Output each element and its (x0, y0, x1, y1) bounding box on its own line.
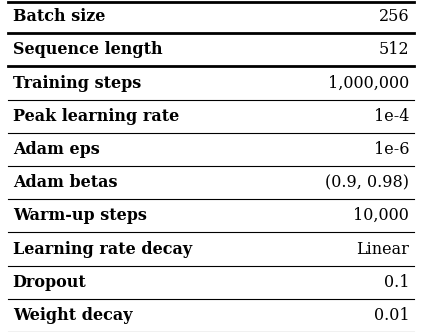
Text: Sequence length: Sequence length (13, 41, 162, 58)
Text: 1,000,000: 1,000,000 (328, 74, 409, 92)
Text: Batch size: Batch size (13, 8, 105, 25)
Text: 1e-6: 1e-6 (374, 141, 409, 158)
Text: Warm-up steps: Warm-up steps (13, 207, 146, 224)
Text: Training steps: Training steps (13, 74, 141, 92)
Text: Linear: Linear (357, 240, 409, 258)
Text: (0.9, 0.98): (0.9, 0.98) (325, 174, 409, 191)
Text: 0.01: 0.01 (374, 307, 409, 324)
Text: Weight decay: Weight decay (13, 307, 132, 324)
Text: 10,000: 10,000 (354, 207, 409, 224)
Text: 0.1: 0.1 (384, 274, 409, 291)
Text: Adam betas: Adam betas (13, 174, 117, 191)
Text: 512: 512 (379, 41, 409, 58)
Text: Dropout: Dropout (13, 274, 87, 291)
Text: 1e-4: 1e-4 (374, 108, 409, 125)
Text: Adam eps: Adam eps (13, 141, 100, 158)
Text: Peak learning rate: Peak learning rate (13, 108, 179, 125)
Text: 256: 256 (379, 8, 409, 25)
Text: Learning rate decay: Learning rate decay (13, 240, 192, 258)
